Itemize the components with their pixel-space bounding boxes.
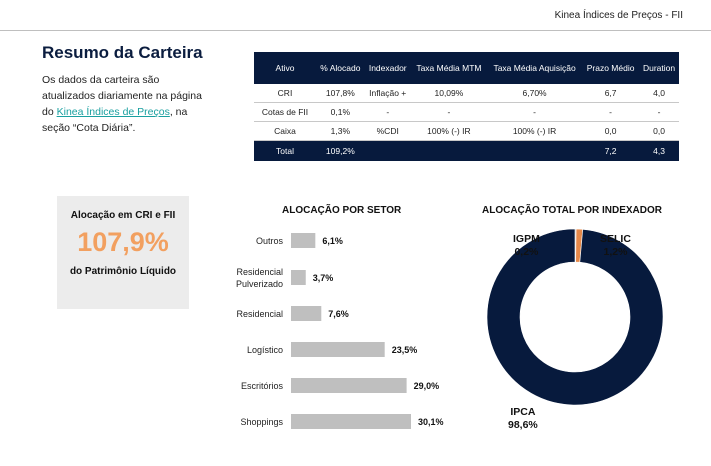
table-cell: CRI [254,84,316,103]
table-cell: 6,70% [487,84,583,103]
table-cell: 7,2 [582,140,640,161]
report-header-title: Kinea Índices de Preços - FII [554,10,683,21]
bar-category-label: Escritórios [241,381,284,391]
donut-slice-ipca [486,228,664,406]
bar-category-label: Logístico [247,345,283,355]
table-cell: 100% (-) IR [410,121,488,141]
table-cell: Cotas de FII [254,102,316,122]
bar-value-label: 3,7% [313,273,334,283]
table-header-row: Ativo % Alocado Indexador Taxa Média MTM… [254,52,679,84]
bar-logístico [291,342,385,357]
table-row: CRI 107,8% Inflação + 10,09% 6,70% 6,7 4… [254,84,679,103]
table-cell: 4,3 [639,140,679,161]
table-cell: - [639,102,679,122]
donut-label-igpm-name: IGPM [513,233,540,245]
table-cell: - [487,102,583,122]
kpi-value: 107,9% [77,227,169,257]
table-cell: %CDI [364,121,411,141]
header-taxa-mtm: Taxa Média MTM [416,63,482,73]
table-cell: - [364,102,411,122]
table-cell: - [582,102,640,122]
donut-label-selic: SELIC 1,2% [600,233,631,259]
table-cell [364,140,411,161]
bar-escritórios [291,378,407,393]
table-cell: 109,2% [316,140,365,161]
sector-chart-title: ALOCAÇÃO POR SETOR [282,205,402,216]
table-cell: 4,0 [639,84,679,103]
table-cell: 0,0 [582,121,640,141]
bar-value-label: 23,5% [392,345,418,355]
table-cell: 6,7 [582,84,640,103]
kpi-card: Alocação em CRI e FII 107,9% do Patrimôn… [57,196,189,309]
bar-category-label: Shoppings [240,417,283,427]
table-cell: Caixa [254,121,316,141]
donut-label-selic-value: 1,2% [603,246,628,258]
donut-label-igpm: IGPM 0,2% [513,233,540,259]
table-row: Caixa 1,3% %CDI 100% (-) IR 100% (-) IR … [254,121,679,141]
sector-bar-chart: Outros 6,1% Residencial Pulverizado 3,7% Resi… [236,233,444,429]
table-cell: 0,1% [316,102,365,122]
bar-value-label: 6,1% [322,236,343,246]
summary-text-after: , na seção “Cota Diária”. [42,106,188,134]
bar-value-label: 30,1% [418,417,444,427]
kpi-footer: do Patrimônio Líquido [69,266,177,277]
table-cell: 107,8% [316,84,365,103]
donut-label-igpm-value: 0,2% [514,246,539,258]
donut-label-selic-name: SELIC [600,233,631,245]
header-duration: Duration [642,63,676,73]
bar-value-label: 7,6% [328,309,349,319]
donut-label-ipca-name: IPCA [510,406,536,418]
table-cell: 100% (-) IR [487,121,583,141]
table-cell: 1,3% [316,121,365,141]
header-alocado: % Alocado [320,63,361,73]
table-cell: - [410,102,488,122]
donut-label-ipca: IPCA 98,6% [508,406,538,432]
table-cell [410,140,488,161]
portfolio-table: Ativo % Alocado Indexador Taxa Média MTM… [254,52,679,161]
table-row: Cotas de FII 0,1% - - - - - [254,102,679,122]
header-taxa-aquisicao: Taxa Média Aquisição [493,63,576,73]
table-cell: Inflação + [364,84,411,103]
bar-category-label: Outros [256,236,284,246]
header-indexador: Indexador [368,63,407,73]
bar-outros [291,233,316,248]
summary-paragraph: Os dados da carteira são atualizados dia… [42,72,212,136]
bar-shoppings [291,414,411,429]
donut-label-ipca-value: 98,6% [508,419,538,431]
table-cell: 0,0 [639,121,679,141]
section-title: Resumo da Carteira [42,43,203,62]
bar-category-label: Residencial [236,309,283,319]
kpi-title: Alocação em CRI e FII [70,210,176,221]
indexer-donut-chart [486,228,664,406]
summary-text-before: Os dados da carteira são atualizados dia… [42,74,202,118]
header-divider [0,30,711,31]
header-prazo: Prazo Médio [586,63,635,73]
indexer-chart-title: ALOCAÇÃO TOTAL POR INDEXADOR [482,205,663,216]
bar-category-label: Residencial [236,267,283,277]
bar-residencial-pulverizado [291,270,306,285]
table-cell: 10,09% [410,84,488,103]
table-cell [487,140,583,161]
bar-value-label: 29,0% [414,381,440,391]
table-cell: Total [254,140,316,161]
header-ativo: Ativo [275,63,295,73]
kinea-link[interactable]: Kinea Índices de Preços [56,106,170,118]
table-total-row: Total 109,2% 7,2 4,3 [254,140,679,161]
bar-residencial [291,306,322,321]
bar-category-label: Pulverizado [236,279,283,289]
